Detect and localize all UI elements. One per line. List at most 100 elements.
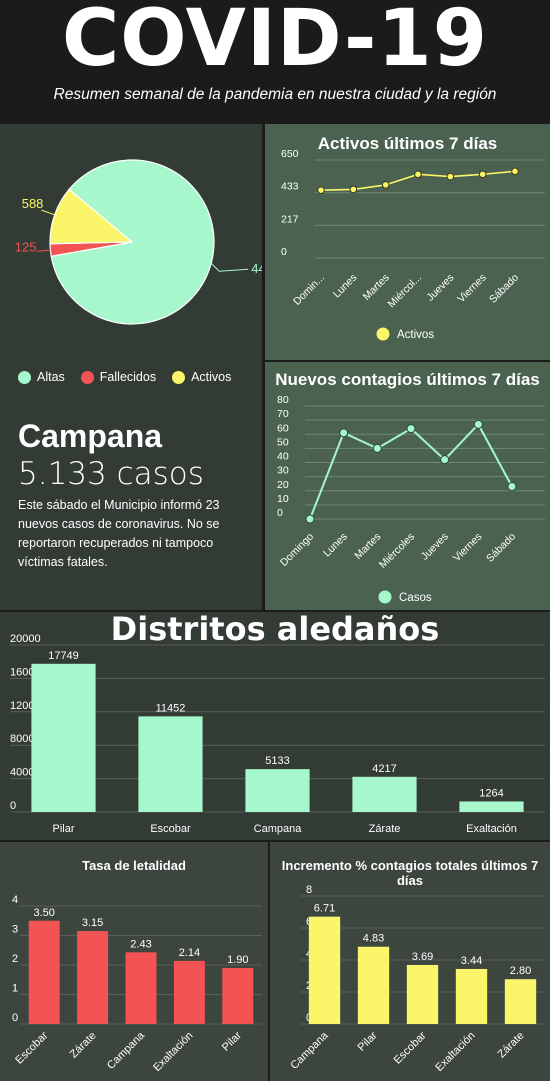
- bar-value-label: 17749: [48, 650, 79, 662]
- x-tick-label: Jueves: [419, 531, 451, 563]
- x-tick-label: Pilar: [220, 1029, 244, 1053]
- page-title: COVID-19: [62, 0, 488, 84]
- bar-value-label: 5133: [265, 755, 289, 767]
- bar-zárate: [77, 931, 109, 1024]
- data-point: [414, 170, 422, 179]
- x-tick-label: Domin...: [291, 272, 327, 308]
- y-tick-label: 30: [277, 465, 289, 477]
- contagios-panel: Nuevos contagios últimos 7 días 0 10 20 30 4…: [265, 362, 550, 610]
- x-tick-label: Viernes: [451, 531, 485, 565]
- x-tick-label: Escobar: [150, 823, 191, 835]
- pie-label-altas: 4420: [251, 261, 262, 276]
- distritos-title: Distritos aledaños: [110, 610, 440, 648]
- page-subtitle: Resumen semanal de la pandemia en nuestr…: [53, 86, 497, 103]
- x-tick-label: Campana: [254, 823, 303, 835]
- incremento-panel: Incremento % contagios totales últimos 7…: [270, 842, 550, 1081]
- x-tick-label: Domingo: [278, 531, 316, 569]
- data-point: [440, 455, 450, 465]
- city-name: Campana: [18, 418, 163, 454]
- letalidad-title: Tasa de letalidad: [82, 858, 186, 873]
- bar-campana: [308, 916, 341, 1024]
- incremento-title: Incremento % contagios totales últimos 7…: [281, 858, 539, 888]
- y-tick-label: 0: [281, 246, 287, 258]
- bar-pilar: [222, 967, 254, 1024]
- legend-swatch-altas: [18, 370, 31, 384]
- data-point: [473, 419, 483, 429]
- x-tick-label: Pilar: [356, 1029, 380, 1053]
- contagios-title: Nuevos contagios últimos 7 días: [275, 370, 540, 389]
- bar-pilar: [31, 663, 96, 812]
- pie-legend: Altas Fallecidos Activos: [18, 370, 231, 384]
- y-tick-label: 80: [277, 394, 289, 406]
- bar-value-label: 4.83: [363, 933, 384, 945]
- x-tick-label: Sábado: [484, 531, 518, 565]
- bar-value-label: 1.90: [227, 954, 248, 966]
- y-tick-label: 3: [12, 924, 18, 936]
- bar-zárate: [504, 979, 537, 1024]
- pie-leader-activos: [41, 209, 55, 216]
- bar-value-label: 2.14: [179, 947, 200, 959]
- pie-label-activos: 588: [22, 196, 44, 211]
- x-tick-label: Sábado: [487, 272, 521, 306]
- y-tick-label: 650: [281, 148, 299, 160]
- bar-campana: [245, 769, 310, 812]
- header: COVID-19 Resumen semanal de la pandemia …: [0, 0, 550, 122]
- activos-title: Activos últimos 7 días: [317, 134, 498, 153]
- y-tick-label: 217: [281, 213, 299, 225]
- y-tick-label: 70: [277, 408, 289, 420]
- y-tick-label: 0: [12, 1012, 18, 1024]
- x-tick-label: Martes: [361, 272, 392, 303]
- pie-chart: 4420 125 588: [15, 159, 262, 325]
- x-tick-label: Miércoles: [377, 531, 417, 571]
- distritos-panel: Distritos aledaños 0 4000 8000 12000 16000 20…: [0, 610, 550, 840]
- bar-value-label: 11452: [156, 702, 186, 714]
- x-tick-label: Zárate: [369, 823, 401, 835]
- data-point: [317, 186, 325, 194]
- city-cases: 5.133 casos: [18, 456, 204, 492]
- legend-swatch: [376, 327, 390, 341]
- y-tick-label: 8: [306, 884, 312, 896]
- x-tick-label: Escobar: [392, 1029, 429, 1066]
- data-point: [478, 170, 487, 179]
- x-tick-label: Lunes: [331, 272, 360, 301]
- data-point: [507, 482, 517, 492]
- x-tick-label: Escobar: [13, 1029, 50, 1066]
- x-tick-label: Miércol...: [386, 272, 425, 311]
- data-point: [511, 167, 519, 176]
- legend-swatch-activos: [172, 370, 186, 384]
- data-point: [339, 428, 349, 438]
- x-tick-label: Exaltación: [466, 823, 517, 835]
- x-tick-label: Campana: [105, 1029, 148, 1072]
- y-tick-label: 60: [277, 422, 289, 434]
- bar-value-label: 2.80: [510, 965, 531, 977]
- y-tick-label: 40: [277, 451, 289, 463]
- x-tick-label: Campana: [288, 1029, 331, 1072]
- bar-campana: [125, 952, 157, 1024]
- data-point: [446, 172, 455, 181]
- legend-label-activos: Activos: [191, 370, 232, 384]
- contagios-chart: 0 10 20 30 40 50 60 70 80 Domingo Lunes MartesMiérc…: [277, 394, 545, 604]
- y-tick-label: 8000: [10, 733, 34, 745]
- legend-swatch-fallecidos: [80, 370, 94, 384]
- legend-label: Activos: [397, 329, 434, 341]
- bar-zárate: [352, 776, 417, 812]
- bar-value-label: 1264: [479, 787, 503, 799]
- y-tick-label: 4: [12, 894, 18, 906]
- data-point: [381, 181, 390, 189]
- bar-value-label: 3.44: [461, 955, 482, 967]
- summary-panel: 4420 125 588 Altas Fallecidos Activos: [0, 124, 262, 610]
- x-tick-label: Zárate: [496, 1030, 527, 1061]
- bar-value-label: 3.50: [33, 907, 54, 919]
- y-tick-label: 50: [277, 436, 289, 448]
- y-tick-label: 10: [277, 493, 289, 505]
- pie-leader-fallecidos: [36, 249, 51, 252]
- legend-label: Casos: [399, 592, 432, 604]
- activos-panel: Activos últimos 7 días 0 217 433 650 Domin..…: [265, 124, 550, 360]
- pie-slice-activos: [49, 188, 134, 245]
- data-point: [372, 443, 382, 453]
- bar-escobar: [138, 716, 203, 812]
- bar-value-label: 6.71: [314, 903, 335, 915]
- x-tick-label: Viernes: [455, 272, 489, 306]
- y-tick-label: 433: [281, 181, 299, 193]
